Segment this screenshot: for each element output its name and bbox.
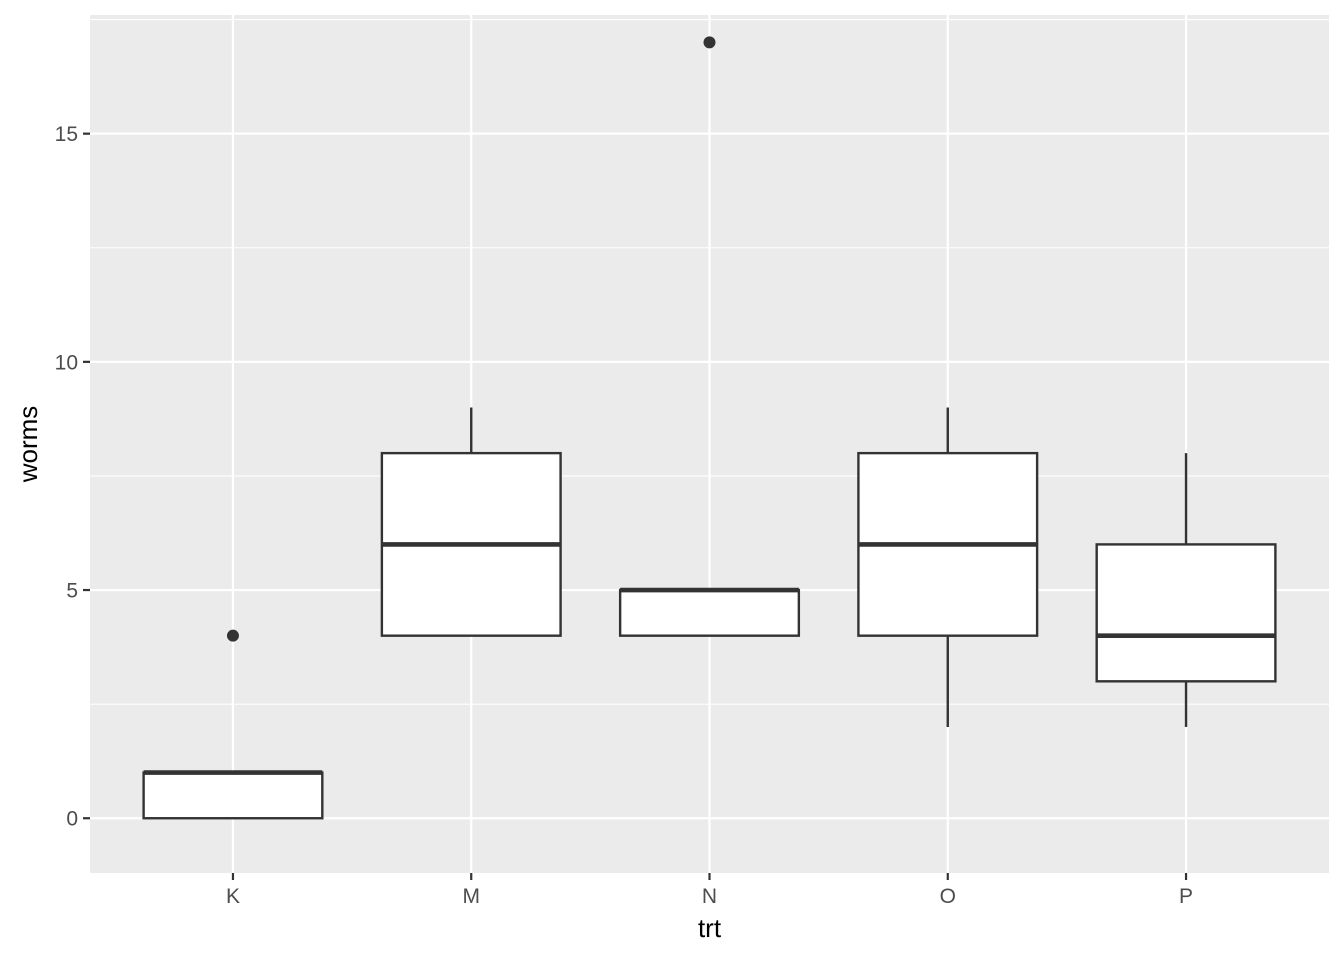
x-tick-label: O bbox=[940, 885, 956, 908]
box-iqr bbox=[1095, 543, 1277, 683]
box-O bbox=[857, 407, 1039, 727]
x-tick-label: P bbox=[1179, 885, 1193, 908]
y-tick-label: 5 bbox=[66, 580, 78, 603]
box-N bbox=[618, 36, 801, 637]
y-tick-label: 10 bbox=[55, 351, 78, 374]
y-tick-label: 0 bbox=[66, 808, 78, 831]
y-axis-title: worms bbox=[13, 406, 43, 484]
x-tick-label: M bbox=[462, 885, 480, 908]
box-iqr bbox=[142, 771, 324, 820]
y-tick-label: 15 bbox=[55, 123, 78, 146]
y-axis: 0 5 10 15 bbox=[55, 123, 90, 831]
box-M bbox=[380, 407, 562, 637]
x-tick-label: K bbox=[226, 885, 240, 908]
box-P bbox=[1095, 453, 1277, 727]
box-K bbox=[142, 629, 324, 820]
outlier-point bbox=[703, 36, 716, 49]
box-iqr bbox=[618, 588, 801, 637]
x-axis-title: trt bbox=[698, 913, 722, 943]
boxes bbox=[142, 36, 1277, 820]
x-tick-label: N bbox=[702, 885, 717, 908]
outlier-point bbox=[226, 629, 239, 642]
